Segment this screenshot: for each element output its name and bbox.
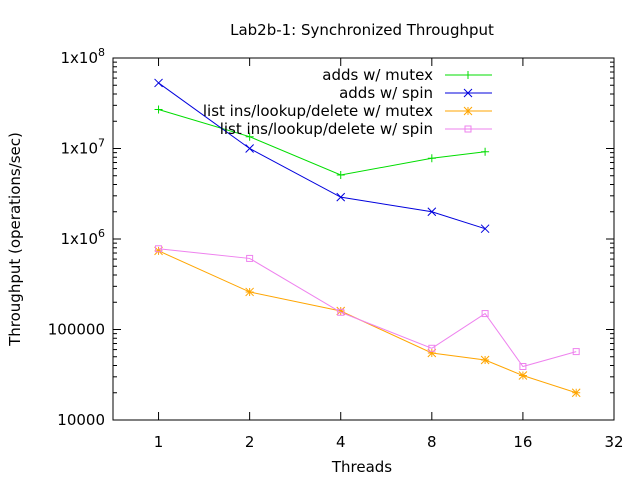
legend-label: adds w/ spin [339,84,433,102]
star-marker [427,348,437,358]
y-tick-label-base: 1x10 [60,49,98,67]
x-tick-label: 1 [154,433,164,451]
cross-marker [463,88,473,98]
y-tick-label-exponent: 7 [98,137,105,150]
square-marker [246,254,254,262]
series-line [158,250,577,394]
y-tick-label-base: 1x10 [60,140,98,158]
plus-marker [427,154,436,163]
y-tick-label: 100000 [48,321,105,339]
y-tick-label-exponent: 6 [98,227,105,240]
series-layer [154,78,581,398]
square-marker [481,310,489,318]
legend-entry: adds w/ spin [339,84,492,102]
star-marker [480,355,490,365]
legend-label: list ins/lookup/delete w/ spin [220,120,433,138]
y-tick-label: 1x108 [60,46,105,67]
series-line [158,248,577,368]
star-marker [245,287,254,297]
y-tick-label: 1x106 [60,227,105,248]
series-4 [155,245,580,371]
y-tick-label-base: 1x10 [60,230,98,248]
x-tick-label: 8 [427,433,437,451]
star-marker [336,306,346,316]
square-marker [155,245,163,253]
square-marker [464,125,472,133]
square-marker [572,348,580,356]
plus-marker [481,147,490,156]
plus-marker [154,105,163,114]
chart-title: Lab2b-1: Synchronized Throughput [230,21,494,39]
cross-marker [427,207,437,217]
legend-label: adds w/ mutex [322,66,433,84]
legend-label: list ins/lookup/delete w/ mutex [203,102,433,120]
y-tick-label-exponent: 8 [98,46,105,59]
cross-marker [480,224,490,234]
plus-marker [464,71,472,79]
star-marker [571,388,581,398]
legend-entry: list ins/lookup/delete w/ mutex [203,102,492,120]
legend-entry: adds w/ mutex [322,66,492,84]
x-tick-label: 2 [245,433,255,451]
x-tick-label: 4 [336,433,346,451]
x-axis-label: Threads [331,458,392,476]
y-axis-label: Throughput (operations/sec) [6,132,24,347]
plus-marker [245,132,254,141]
x-tick-label: 32 [604,433,623,451]
star-marker [154,246,163,256]
series-2 [154,78,490,234]
square-marker [428,344,436,352]
star-marker [463,106,473,116]
plus-marker [336,170,345,179]
legend-entry: list ins/lookup/delete w/ spin [220,120,492,138]
square-marker [337,308,345,316]
star-marker [518,371,528,380]
y-tick-label: 10000 [57,411,105,429]
series-1 [154,105,490,179]
cross-marker [245,144,254,153]
square-marker [519,363,527,371]
y-tick-label: 1x107 [60,137,105,158]
cross-marker [154,78,163,88]
y-tick-label-base: 10000 [57,411,105,429]
x-tick-label: 16 [513,433,532,451]
cross-marker [336,192,346,202]
series-3 [154,246,581,398]
y-tick-label-base: 100000 [48,321,105,339]
